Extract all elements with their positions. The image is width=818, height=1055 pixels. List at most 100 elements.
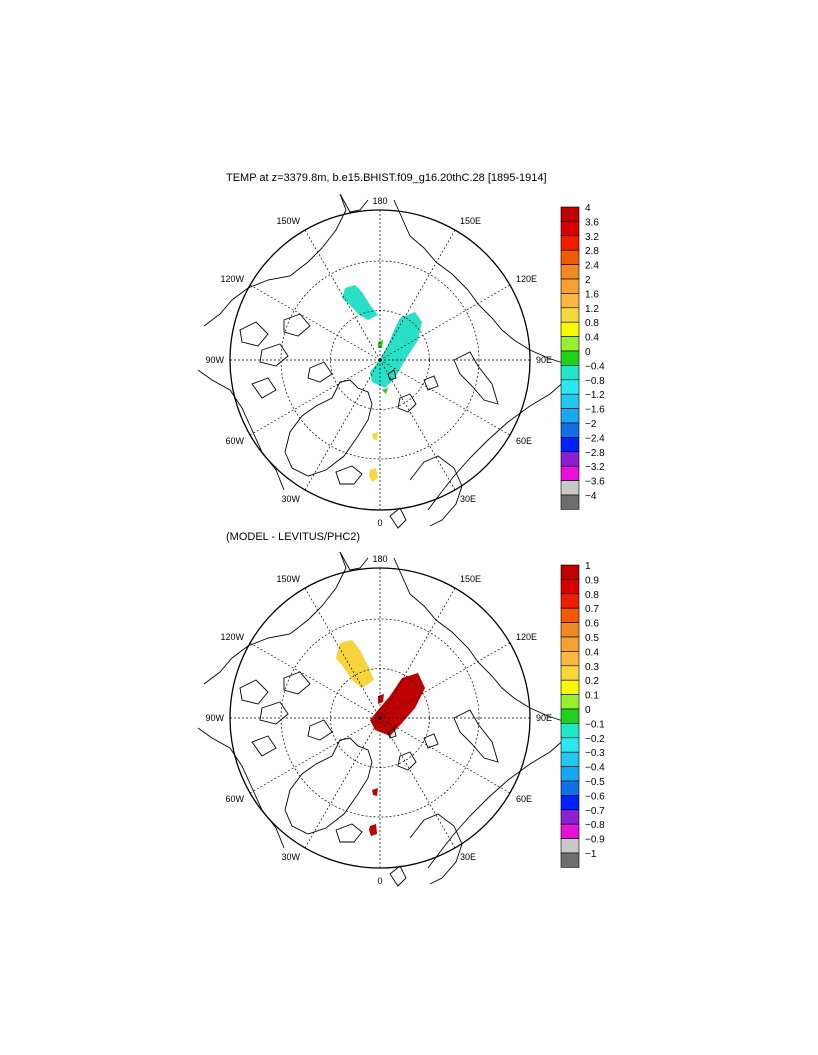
colorbar-swatch (560, 278, 580, 294)
colorbar-tick-label: −0.2 (585, 734, 605, 745)
meridian-1 (379, 717, 456, 849)
colorbar-tick-label: −4 (585, 491, 597, 502)
colorbar-swatch (560, 350, 580, 366)
colorbar-swatch (560, 708, 580, 724)
lat-circle-1 (280, 618, 480, 818)
coastline-5 (251, 735, 277, 757)
colorbar-swatch (560, 480, 580, 496)
colorbar-swatch (560, 751, 580, 767)
coastline-4 (307, 361, 333, 383)
colorbar-tick-label: 2 (585, 275, 591, 286)
map-border (229, 567, 531, 869)
lon-label-n120e: 120E (516, 632, 537, 642)
colorbar-tick-label: 0.1 (585, 691, 599, 702)
coastline-15 (409, 455, 463, 527)
colorbar-tick-label: −0.7 (585, 806, 605, 817)
coastline-11 (397, 751, 417, 771)
coastline-5 (251, 377, 277, 399)
coastline-15 (409, 813, 463, 885)
patch-red-c (369, 824, 377, 836)
colorbar-tick-label: −1.2 (585, 390, 605, 401)
colorbar-tick-label: −0.3 (585, 748, 605, 759)
colorbar-tick-label: 3.6 (585, 217, 599, 228)
colorbar-swatch (560, 809, 580, 825)
coastline-6 (203, 193, 347, 327)
colorbar-swatch (560, 622, 580, 638)
colorbar-swatch (560, 379, 580, 395)
coastline-9 (393, 557, 567, 723)
colorbar-swatch (560, 780, 580, 796)
coastline-16 (389, 507, 407, 529)
colorbar-swatch (560, 206, 580, 222)
patch-yellow-b (369, 468, 378, 482)
coastline-1 (259, 343, 289, 367)
colorbar-tick-label: 0.5 (585, 633, 599, 644)
patch-green-a (378, 340, 383, 348)
lon-label-right: 90E (536, 713, 552, 723)
colorbar-swatch (560, 651, 580, 667)
coastline-8 (339, 551, 369, 571)
colorbar-tick-label: −0.8 (585, 376, 605, 387)
coastline-11 (397, 393, 417, 413)
colorbar-swatch (560, 321, 580, 337)
lon-label-left: 90W (205, 355, 224, 365)
lon-label-n120w: 120W (220, 632, 244, 642)
lon-label-top: 180 (372, 554, 387, 564)
colorbar-swatch (560, 665, 580, 681)
colorbar-tick-label: −0.5 (585, 777, 605, 788)
chart-title: TEMP at z=3379.8m, b.e15.BHIST.f09_g16.2… (226, 172, 547, 184)
colorbar-tick-label: −0.8 (585, 820, 605, 831)
colorbar-tick-label: 0.4 (585, 333, 599, 344)
colorbar-swatch (560, 365, 580, 381)
colorbar-tick-label: 0.9 (585, 575, 599, 586)
lon-label-n150w: 150W (276, 574, 300, 584)
lon-label-n150w: 150W (276, 216, 300, 226)
polar-map-temp: 180 0 90W 90E 150W 120W 60W 30W 150E 120E 60E 30E (197, 193, 567, 529)
colorbar-tick-label: 0.7 (585, 604, 599, 615)
colorbar-tick-label: −3.2 (585, 462, 605, 473)
coastline-6 (203, 551, 347, 685)
lon-label-s30w: 30W (281, 494, 300, 504)
colorbar-swatch (560, 437, 580, 453)
patch-canada-basin (342, 285, 378, 320)
map-border (229, 209, 531, 511)
colorbar-swatch (560, 766, 580, 782)
colorbar-tick-label: 4 (585, 203, 591, 214)
meridian-1 (379, 359, 456, 491)
meridian-11 (304, 359, 381, 491)
colorbar-swatch (560, 422, 580, 438)
colorbar-tick-label: 0.6 (585, 619, 599, 630)
coastline-10 (427, 737, 567, 869)
colorbar-tick-label: 1.2 (585, 304, 599, 315)
colorbar-swatch (560, 579, 580, 595)
meridian-10 (249, 359, 381, 436)
colorbar-tick-label: 0.4 (585, 647, 599, 658)
lon-label-n120w: 120W (220, 274, 244, 284)
coastline-8 (339, 193, 369, 213)
colorbar-swatch (560, 307, 580, 323)
colorbar-swatch (560, 451, 580, 467)
colorbar-tick-label: −2.8 (585, 448, 605, 459)
lon-label-top: 180 (372, 196, 387, 206)
lon-label-bottom: 0 (377, 518, 382, 528)
colorbar-tick-label: −0.1 (585, 719, 605, 730)
colorbar-tick-label: 0 (585, 705, 591, 716)
coastline-7 (197, 727, 285, 849)
lon-label-s60e: 60E (516, 794, 532, 804)
coastline-0 (284, 737, 373, 835)
coastline-10 (427, 379, 567, 511)
colorbar-tick-label: 0.3 (585, 662, 599, 673)
colorbar-tick-label: 2.4 (585, 261, 599, 272)
meridian-2 (379, 717, 511, 794)
colorbar-swatch (560, 852, 580, 868)
colorbar-tick-label: −0.4 (585, 361, 605, 372)
patch-yellow-a (372, 432, 378, 440)
coastline-2 (239, 321, 269, 347)
colorbar-tick-label: 0 (585, 347, 591, 358)
colorbar-tick-label: 2.8 (585, 246, 599, 257)
colorbar-tick-label: 0.2 (585, 676, 599, 687)
meridian-8 (249, 642, 381, 719)
colorbar-swatch (560, 249, 580, 265)
patch-canada-basin (336, 640, 374, 688)
colorbar-swatch (560, 838, 580, 854)
